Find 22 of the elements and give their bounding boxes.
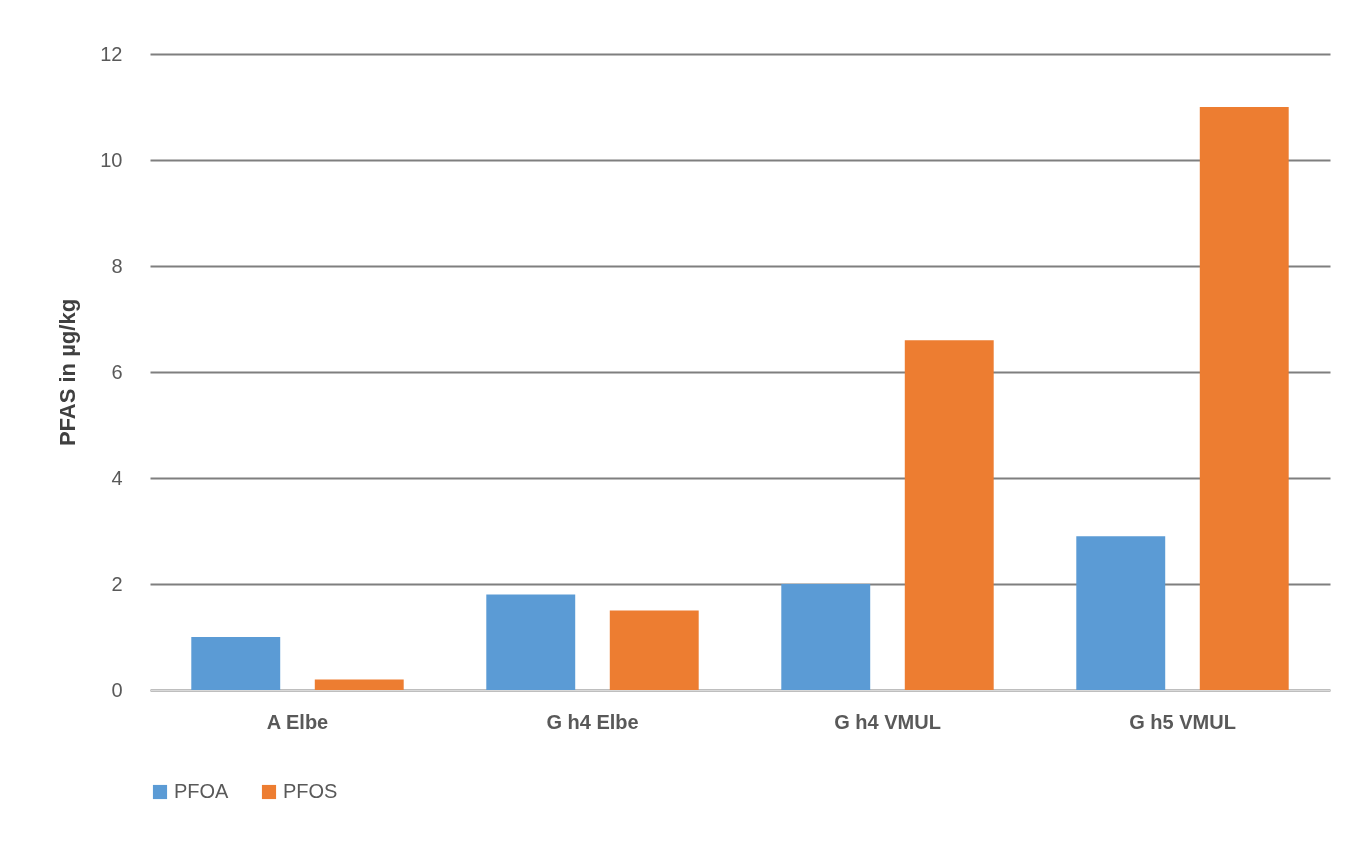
x-tick-label: G h5 VMUL [1129, 710, 1236, 733]
bar [486, 594, 576, 690]
bar [1076, 536, 1166, 690]
y-tick-label: 12 [100, 42, 123, 65]
bar [314, 679, 404, 690]
y-tick-label: 10 [100, 148, 123, 171]
y-axis-title: PFAS in µg/kg [55, 298, 81, 447]
y-tick-label: 4 [111, 466, 123, 489]
legend-label: PFOA [174, 780, 230, 802]
y-tick-label: 2 [111, 572, 123, 595]
x-tick-label: G h4 VMUL [834, 710, 941, 733]
x-tick-label: G h4 Elbe [546, 710, 639, 733]
bar [904, 340, 994, 690]
bar [781, 584, 871, 690]
bar [609, 610, 699, 690]
y-tick-label: 6 [111, 360, 123, 383]
legend-label: PFOS [283, 780, 338, 802]
bar [1199, 107, 1289, 690]
x-tick-label: A Elbe [266, 710, 329, 733]
y-tick-label: 0 [111, 678, 123, 701]
y-tick-label: 8 [111, 254, 123, 277]
bar [191, 637, 281, 690]
